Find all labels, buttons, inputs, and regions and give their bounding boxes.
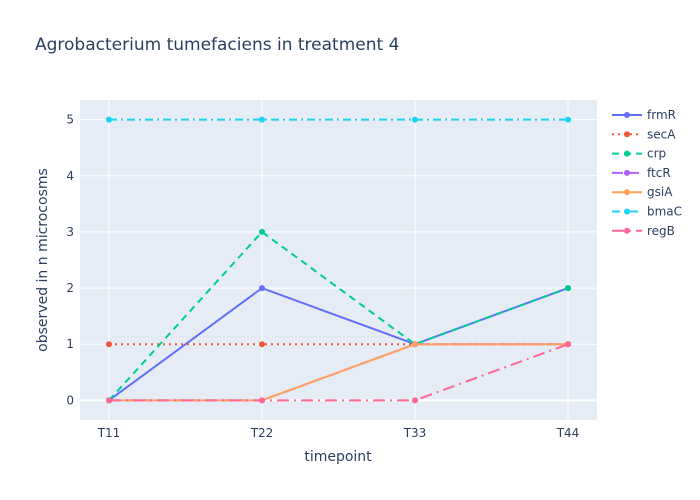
data-point-bmaC <box>565 116 571 123</box>
legend-label: bmaC <box>647 205 682 219</box>
series-line-crp <box>108 230 569 402</box>
data-point-bmaC <box>259 116 265 123</box>
legend-label: frmR <box>647 108 676 122</box>
legend-marker <box>624 227 630 234</box>
y-tick-label: 2 <box>66 281 74 295</box>
y-tick-label: 0 <box>66 393 74 407</box>
legend-item-ftcR[interactable]: ftcR <box>612 166 671 180</box>
data-point-frmR <box>259 285 265 292</box>
y-axis-label: observed in n microcosms <box>35 168 51 352</box>
data-point-regB <box>106 397 112 404</box>
legend-marker <box>624 150 630 157</box>
data-point-regB <box>259 397 265 404</box>
x-tick-label: T44 <box>556 426 580 440</box>
y-axis-ticks: 0 1 2 3 4 5 <box>66 113 74 408</box>
legend-marker <box>624 169 630 176</box>
legend-label: regB <box>647 224 675 238</box>
data-point-crp <box>259 228 265 235</box>
y-tick-label: 3 <box>66 225 74 239</box>
legend-item-regB[interactable]: regB <box>612 224 675 238</box>
legend-label: gsiA <box>647 185 673 199</box>
y-tick-label: 5 <box>66 113 74 127</box>
legend-label: ftcR <box>647 166 671 180</box>
chart-title: Agrobacterium tumefaciens in treatment 4 <box>35 35 399 55</box>
legend-marker <box>624 208 630 215</box>
legend-item-bmaC[interactable]: bmaC <box>612 205 682 219</box>
legend-item-crp[interactable]: crp <box>612 147 666 161</box>
x-tick-label: T11 <box>97 426 121 440</box>
data-point-regB <box>565 341 571 348</box>
data-point-bmaC <box>412 116 418 123</box>
series-group <box>106 116 571 404</box>
x-axis-label: timepoint <box>304 449 372 465</box>
legend-item-secA[interactable]: secA <box>612 127 676 141</box>
x-tick-label: T22 <box>250 426 274 440</box>
y-tick-label: 4 <box>66 169 74 183</box>
series-line-regB <box>109 343 569 402</box>
legend-item-frmR[interactable]: frmR <box>612 108 676 122</box>
legend-marker <box>624 131 630 138</box>
legend-label: crp <box>647 147 666 161</box>
data-point-regB <box>412 397 418 404</box>
data-point-secA <box>259 341 265 348</box>
legend-item-gsiA[interactable]: gsiA <box>612 185 673 199</box>
data-point-bmaC <box>106 116 112 123</box>
legend[interactable]: frmR secA crp ftcR gsiA bmaC regB <box>612 108 682 238</box>
data-point-secA <box>106 341 112 348</box>
x-axis-ticks: T11 T22 T33 T44 <box>97 426 580 440</box>
data-point-gsiA <box>412 341 418 348</box>
data-point-crp <box>565 285 571 292</box>
plot-area <box>80 100 597 420</box>
legend-label: secA <box>647 127 676 141</box>
y-tick-label: 1 <box>66 337 74 351</box>
legend-marker <box>624 189 630 196</box>
x-tick-label: T33 <box>403 426 427 440</box>
legend-marker <box>624 112 630 118</box>
